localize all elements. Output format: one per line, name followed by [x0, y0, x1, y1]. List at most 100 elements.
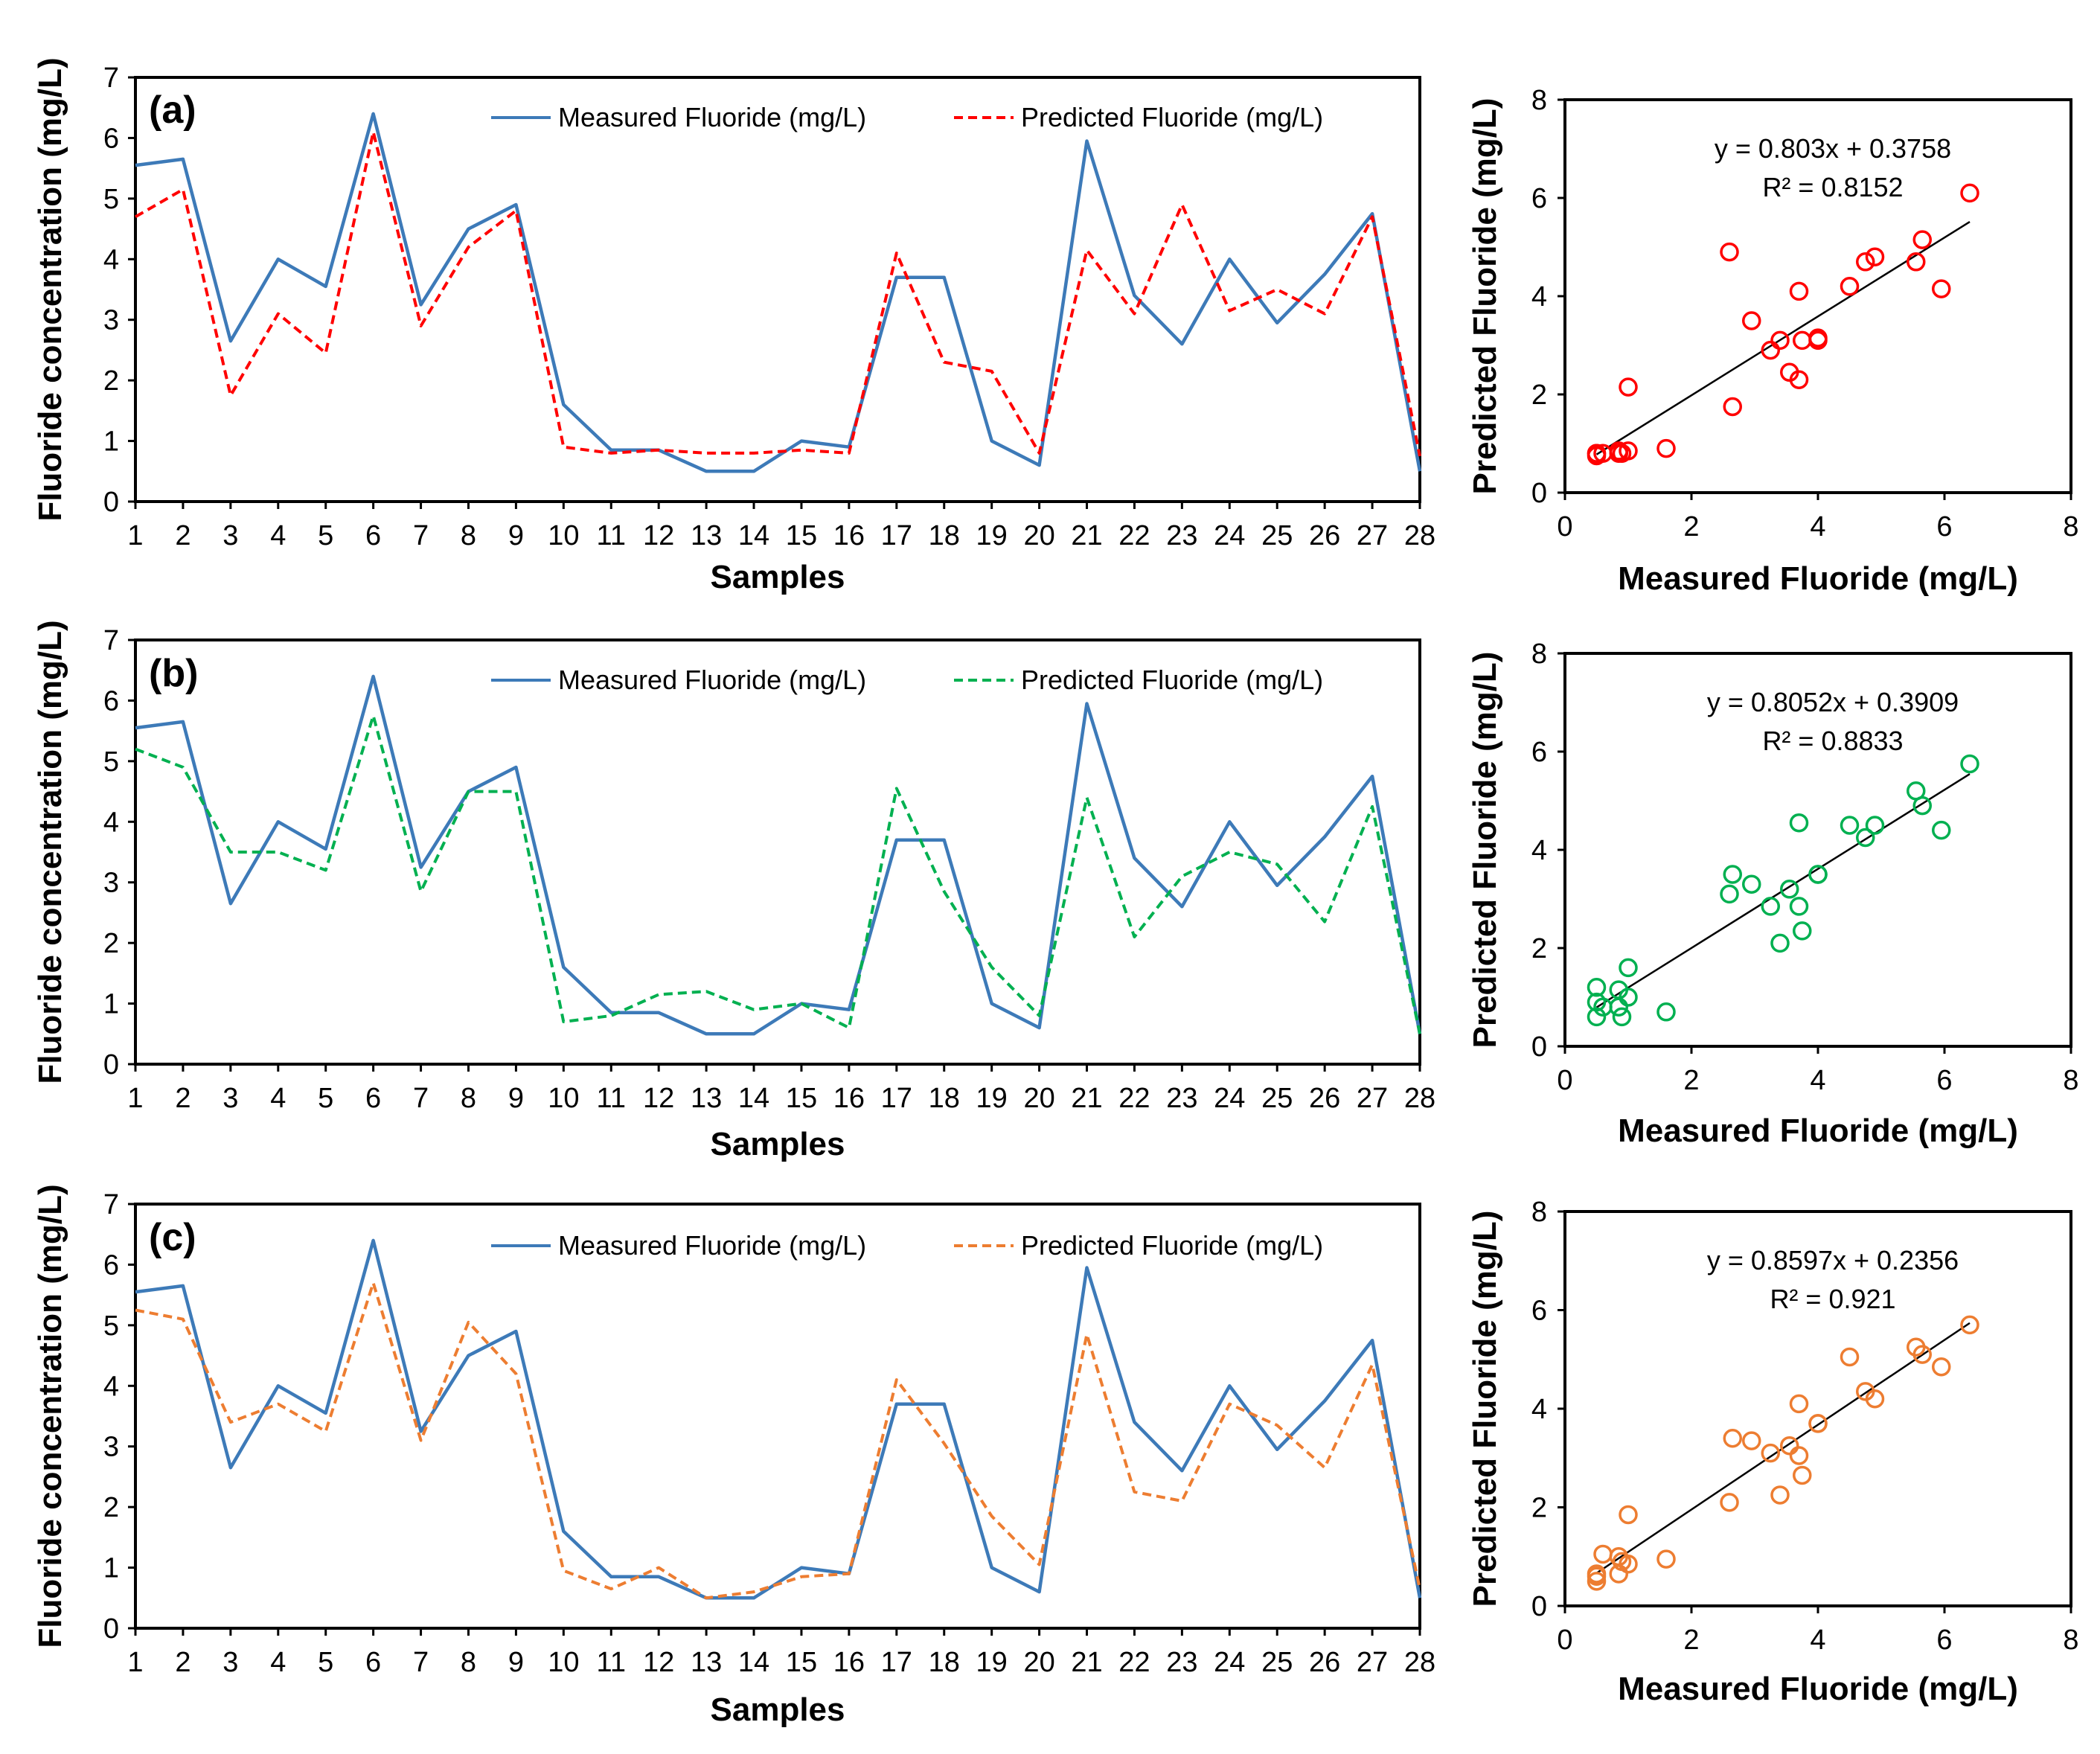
y-tick-label: 8: [1531, 85, 1547, 116]
x-tick-label: 12: [643, 1647, 674, 1678]
plot-frame: [134, 76, 1421, 503]
scatter-point: [1612, 1007, 1632, 1027]
predicted-series-line: [135, 1281, 1421, 1600]
x-axis-title: Samples: [711, 1126, 845, 1162]
scatter-panel-3: 0 2 4 6 8 0 2 4 6 8 y = 0.8597x + 0.2356 R² = 0.921…: [1467, 1197, 2079, 1707]
scatter-point: [1587, 1572, 1607, 1591]
x-tick-label: 7: [413, 1083, 429, 1114]
x-tick-label: 10: [548, 520, 579, 551]
y-axis-title: Predicted Fluoride (mg/L): [1467, 652, 1503, 1049]
measured-series-line: [135, 1238, 1422, 1600]
regression-equation: y = 0.803x + 0.3758: [1715, 133, 1951, 164]
scatter-point: [1789, 813, 1809, 833]
scatter-panel-2: 0 2 4 6 8 0 2 4 6 8 y = 0.8052x + 0.3909 R² = 0.883…: [1467, 638, 2079, 1149]
x-tick-label: 9: [508, 520, 524, 551]
y-tick-label: 4: [103, 1371, 119, 1402]
x-tick-label: 22: [1118, 1083, 1150, 1114]
measured-series-line: [135, 674, 1422, 1036]
scatter-panel-1: 0 2 4 6 8 0 2 4 6 8 y = 0.803x + 0.3758 R² = 0.8152…: [1467, 85, 2079, 597]
scatter-point: [1960, 754, 1979, 774]
x-tick-label: 24: [1214, 520, 1245, 551]
x-tick-label: 3: [223, 520, 238, 551]
scatter-point: [1865, 816, 1885, 835]
scatter-point: [1865, 247, 1885, 266]
x-tick-label: 5: [318, 1083, 333, 1114]
y-tick-label: 7: [103, 1189, 119, 1220]
scatter-point: [1723, 1429, 1742, 1448]
legend-label: Measured Fluoride (mg/L): [558, 1230, 866, 1261]
y-tick-label: 3: [103, 1432, 119, 1463]
scatter-point: [1587, 1007, 1607, 1027]
scatter-point: [1770, 1485, 1790, 1505]
x-tick-label: 1: [127, 1647, 143, 1678]
y-tick-label: 0: [1531, 1031, 1547, 1063]
x-tick-label: 8: [2063, 1625, 2078, 1656]
predicted-series-line: [135, 714, 1421, 1034]
x-tick-label: 3: [223, 1083, 238, 1114]
y-tick-label: 6: [103, 1249, 119, 1281]
regression-equation: y = 0.8052x + 0.3909: [1707, 687, 1959, 717]
y-tick-label: 0: [103, 1049, 119, 1081]
scatter-point: [1761, 1443, 1780, 1463]
x-tick-label: 7: [413, 520, 429, 551]
x-tick-label: 13: [691, 1647, 722, 1678]
y-tick-label: 4: [103, 244, 119, 275]
x-tick-label: 11: [597, 520, 626, 551]
scatter-point: [1612, 1552, 1632, 1572]
scatter-point: [1932, 1357, 1951, 1377]
scatter-point: [1619, 988, 1638, 1007]
scatter-point: [1960, 183, 1979, 203]
scatter-point: [1656, 1549, 1676, 1569]
x-tick-label: 7: [413, 1647, 429, 1678]
scatter-point: [1593, 1544, 1613, 1564]
scatter-point: [1742, 311, 1761, 330]
x-tick-label: 19: [976, 1647, 1008, 1678]
x-tick-label: 15: [786, 1083, 817, 1114]
scatter-point: [1840, 1347, 1860, 1367]
x-tick-label: 13: [691, 1083, 722, 1114]
y-tick-label: 4: [1531, 281, 1547, 313]
x-axis-title: Measured Fluoride (mg/L): [1618, 560, 2018, 597]
x-tick-label: 28: [1404, 1647, 1435, 1678]
scatter-point: [1742, 1431, 1761, 1450]
x-tick-label: 18: [929, 1083, 960, 1114]
scatter-point: [1770, 933, 1790, 953]
x-tick-label: 1: [127, 1083, 143, 1114]
x-tick-label: 4: [270, 1647, 286, 1678]
x-tick-label: 25: [1261, 1647, 1293, 1678]
y-tick-label: 8: [1531, 1197, 1547, 1228]
x-tick-label: 23: [1166, 1647, 1197, 1678]
scatter-point: [1656, 1002, 1676, 1022]
x-tick-label: 8: [2063, 511, 2078, 542]
plot-frame: [134, 1203, 1421, 1630]
x-tick-label: 16: [833, 520, 865, 551]
x-tick-label: 2: [175, 1647, 191, 1678]
y-tick-label: 5: [103, 746, 119, 778]
scatter-point: [1619, 377, 1638, 397]
scatter-point: [1587, 978, 1607, 997]
y-tick-label: 2: [1531, 380, 1547, 411]
x-tick-label: 0: [1557, 1625, 1572, 1656]
y-tick-label: 2: [1531, 933, 1547, 964]
x-tick-label: 21: [1071, 1647, 1102, 1678]
y-tick-label: 0: [103, 487, 119, 518]
x-tick-label: 21: [1071, 520, 1102, 551]
predicted-series-line: [135, 130, 1421, 457]
y-tick-label: 7: [103, 63, 119, 94]
y-tick-label: 8: [1531, 638, 1547, 670]
x-tick-label: 4: [1810, 1625, 1825, 1656]
x-tick-label: 4: [270, 1083, 286, 1114]
trend-line: [1595, 1322, 1971, 1574]
scatter-point: [1656, 438, 1676, 458]
r-squared-label: R² = 0.921: [1770, 1284, 1895, 1314]
scatter-point: [1593, 997, 1613, 1017]
x-tick-label: 14: [738, 520, 769, 551]
scatter-point: [1720, 242, 1739, 262]
x-tick-label: 27: [1357, 1647, 1388, 1678]
scatter-point: [1789, 897, 1809, 916]
x-tick-label: 13: [691, 520, 722, 551]
scatter-point: [1840, 277, 1860, 296]
trend-line: [1595, 220, 1971, 455]
scatter-point: [1856, 252, 1875, 272]
